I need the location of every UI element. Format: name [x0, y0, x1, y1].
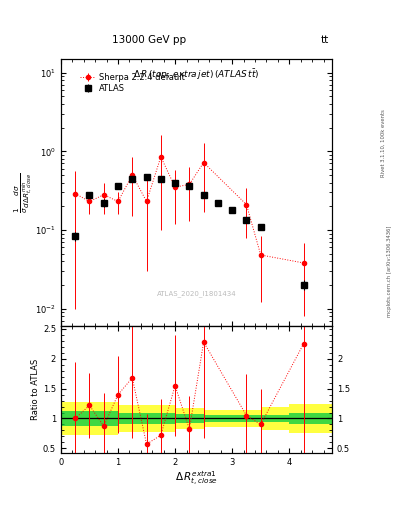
- Bar: [147, 413, 175, 424]
- Text: ATLAS_2020_I1801434: ATLAS_2020_I1801434: [157, 290, 236, 297]
- Text: 13000 GeV pp: 13000 GeV pp: [112, 35, 186, 45]
- Text: $\Delta\,R\,(top,\,extra\,jet)\,(ATLAS\,t\bar{t})$: $\Delta\,R\,(top,\,extra\,jet)\,(ATLAS\,…: [133, 67, 260, 82]
- Bar: [232, 415, 261, 422]
- Text: mcplots.cern.ch [arXiv:1306.3436]: mcplots.cern.ch [arXiv:1306.3436]: [387, 226, 391, 317]
- Bar: [261, 407, 289, 431]
- Text: Rivet 3.1.10, 100k events: Rivet 3.1.10, 100k events: [381, 110, 386, 177]
- Bar: [61, 402, 90, 435]
- Bar: [204, 410, 232, 428]
- Bar: [289, 413, 332, 424]
- Bar: [175, 414, 204, 423]
- Bar: [90, 411, 118, 426]
- Bar: [118, 413, 147, 424]
- Y-axis label: Ratio to ATLAS: Ratio to ATLAS: [31, 359, 40, 420]
- Bar: [147, 406, 175, 432]
- Bar: [118, 406, 147, 432]
- Text: tt: tt: [321, 35, 329, 45]
- Bar: [61, 411, 90, 426]
- Y-axis label: $\frac{1}{\sigma}\frac{d\sigma}{d\Delta R_{t,close}^{min}}$: $\frac{1}{\sigma}\frac{d\sigma}{d\Delta …: [12, 172, 34, 212]
- Bar: [204, 415, 232, 422]
- Bar: [261, 415, 289, 422]
- Bar: [232, 410, 261, 428]
- Bar: [90, 402, 118, 435]
- Bar: [175, 408, 204, 429]
- X-axis label: $\Delta\,R_{t,close}^{extra1}$: $\Delta\,R_{t,close}^{extra1}$: [175, 470, 218, 488]
- Legend: Sherpa 2.2.4 default, ATLAS: Sherpa 2.2.4 default, ATLAS: [79, 71, 186, 95]
- Bar: [289, 403, 332, 434]
